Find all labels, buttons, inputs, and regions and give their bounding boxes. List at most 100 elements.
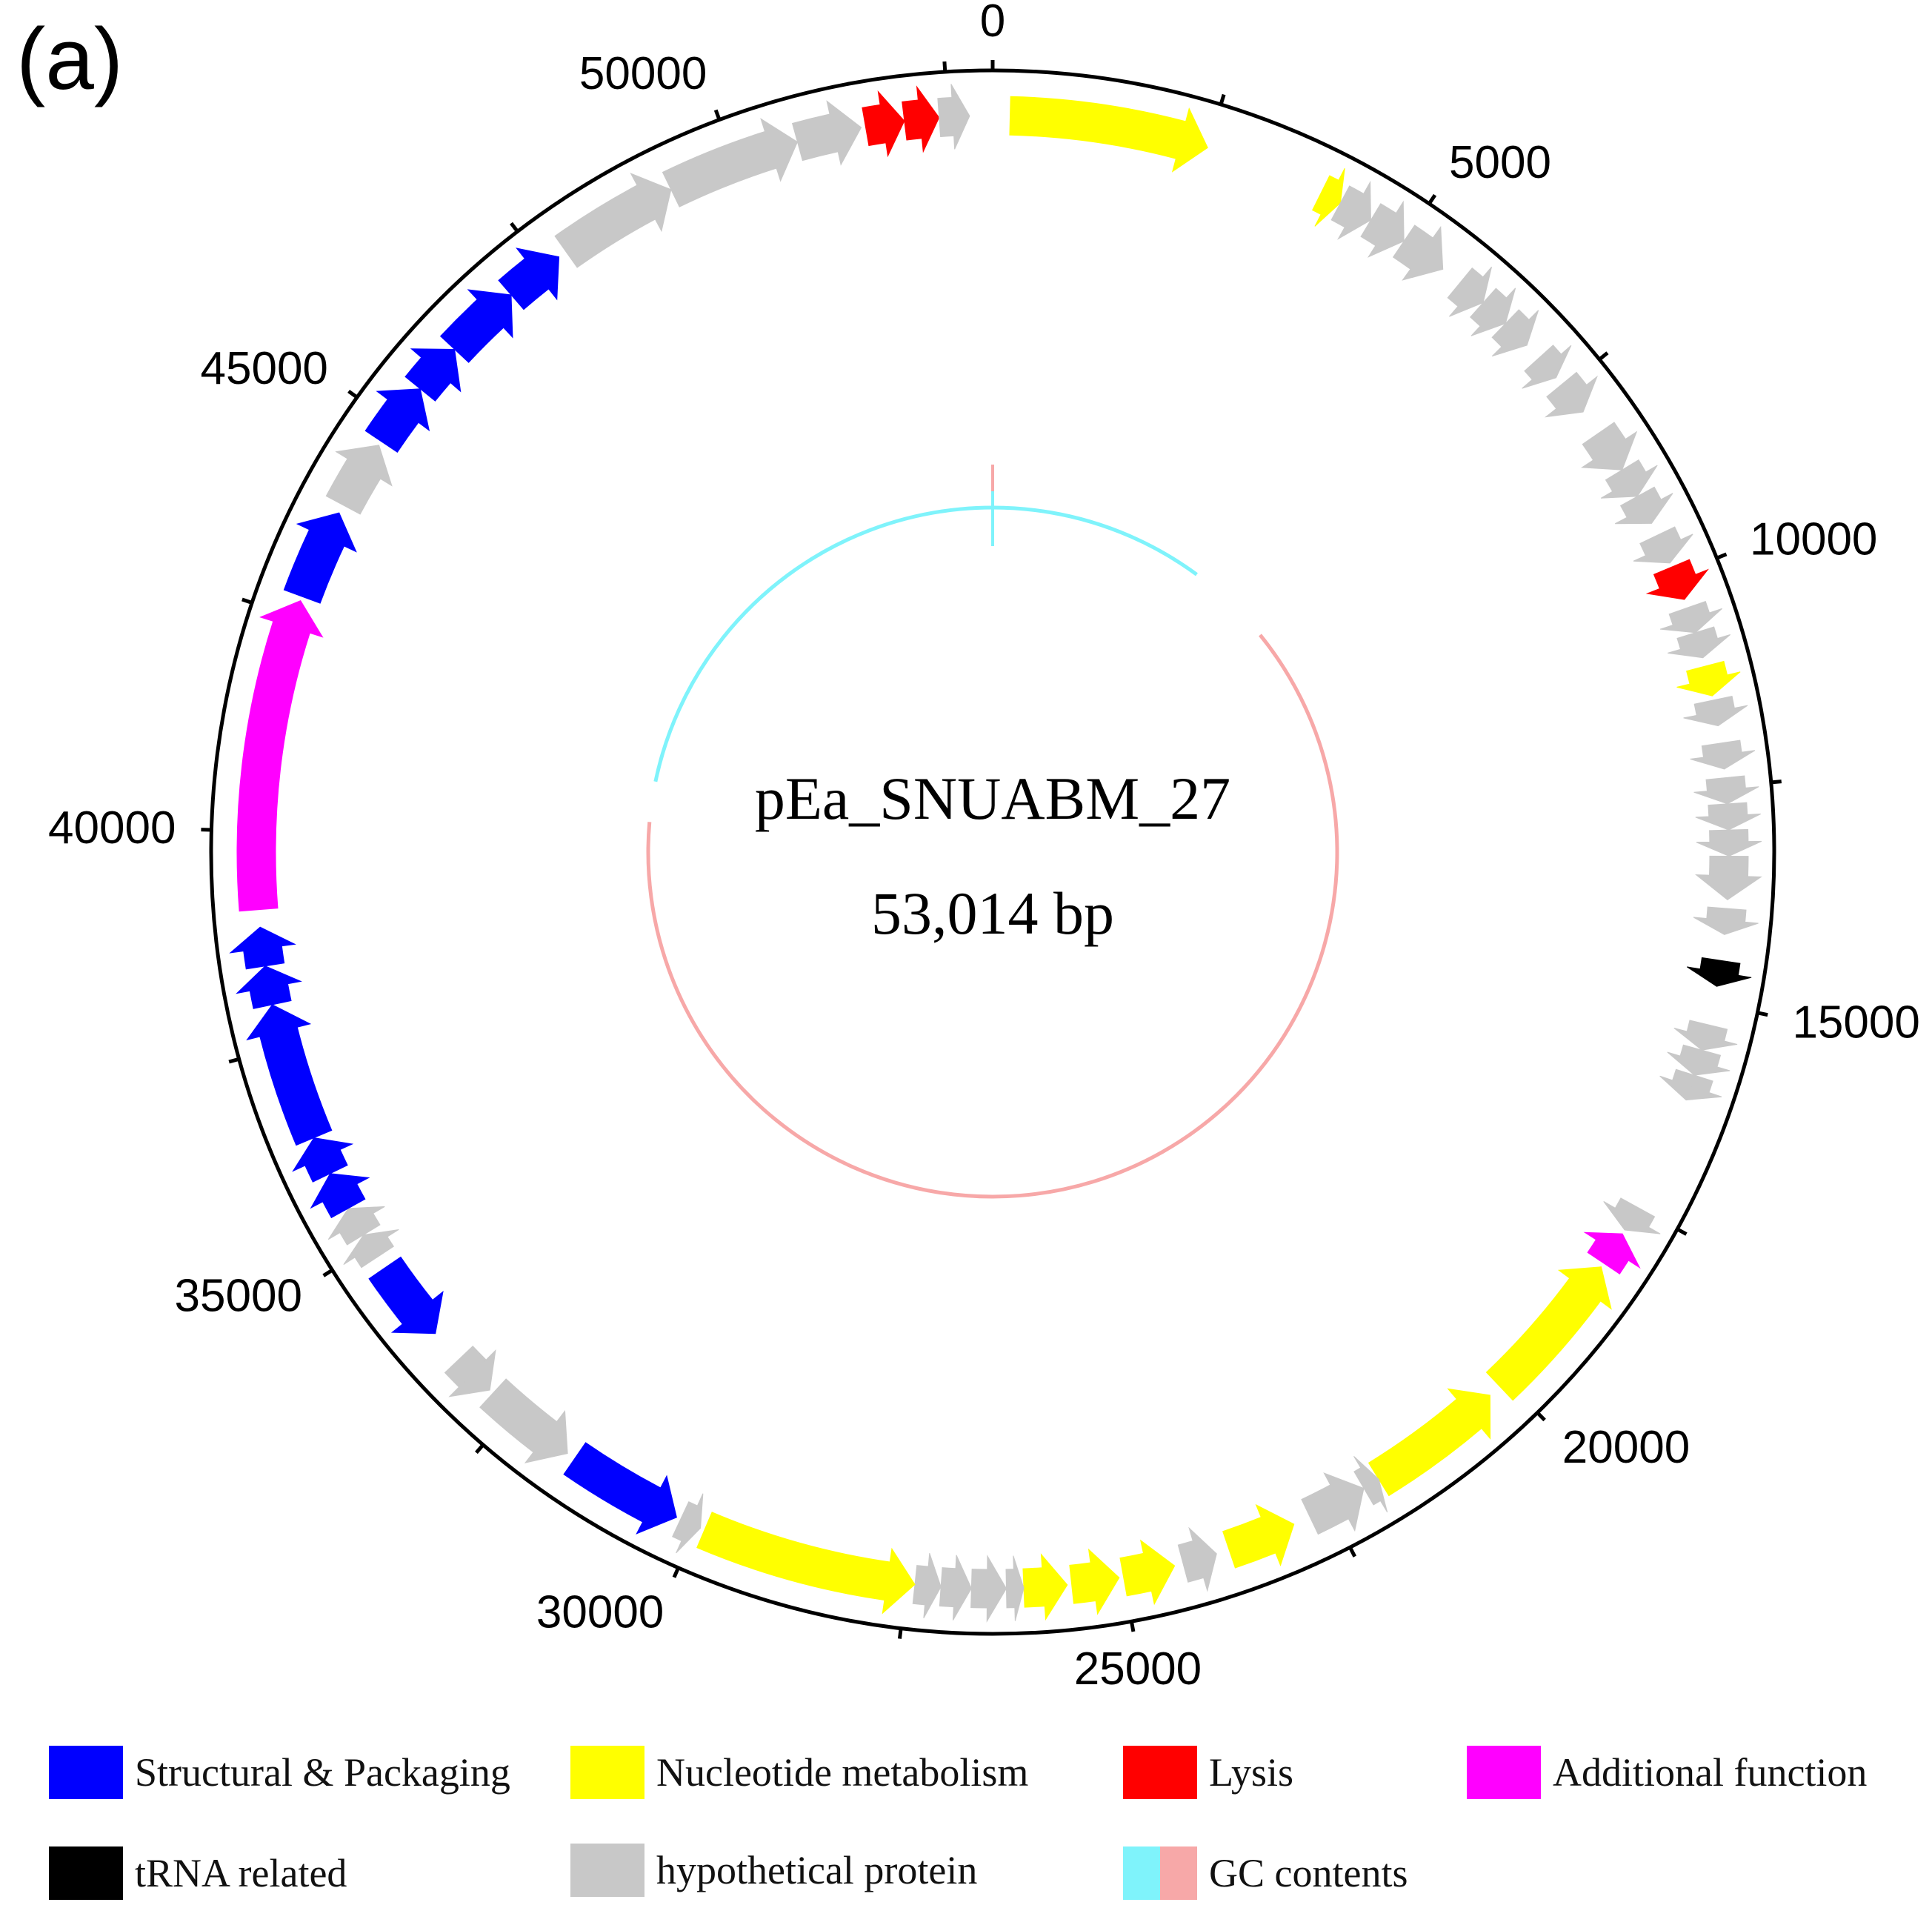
gene-shape-24 xyxy=(1693,906,1759,935)
gene-shape-18 xyxy=(1683,695,1748,727)
tick-label-15000: 15000 xyxy=(1792,997,1919,1048)
genome-name: pEa_SNUABM_27 xyxy=(755,765,1230,832)
gene-shape-62 xyxy=(439,289,513,363)
position-tick xyxy=(1756,1011,1768,1017)
position-tick xyxy=(242,597,253,605)
gene-arrow-hypothetical xyxy=(1360,200,1405,258)
legend-label-additional: Additional function xyxy=(1553,1750,1868,1795)
gene-arrow-nucleotide xyxy=(1485,1266,1612,1401)
gene-arrow-structural xyxy=(498,247,560,310)
gene-arrow-hypothetical xyxy=(1491,309,1539,357)
gene-shape-28 xyxy=(1659,1068,1722,1101)
gene-shape-67 xyxy=(862,90,905,158)
gene-arrow-hypothetical xyxy=(479,1378,568,1463)
gene-shape-35 xyxy=(1222,1503,1295,1569)
gene-shape-26 xyxy=(1673,1020,1738,1051)
gene-shape-30 xyxy=(1583,1231,1641,1275)
gene-arrow-hypothetical xyxy=(1659,600,1722,634)
gene-arrow-hypothetical xyxy=(1330,180,1371,240)
gene-shape-10 xyxy=(1581,422,1638,471)
gene-arrow-hypothetical xyxy=(912,1553,942,1619)
gene-shape-59 xyxy=(325,445,393,515)
tick-label-25000: 25000 xyxy=(1074,1643,1202,1695)
gene-arrow-hypothetical xyxy=(1633,526,1693,564)
gc-high-arc xyxy=(653,505,1198,782)
gene-arrow-structural xyxy=(283,512,357,604)
gene-shape-42 xyxy=(939,1555,972,1621)
gene-arrow-structural xyxy=(368,1256,444,1334)
legend-swatch-gc-low xyxy=(1160,1846,1197,1900)
legend-label-hypothetical: hypothetical protein xyxy=(656,1848,978,1892)
gene-shape-22 xyxy=(1696,828,1762,857)
gene-shape-19 xyxy=(1690,739,1756,770)
gene-arrow-hypothetical xyxy=(970,1555,1007,1623)
legend-label-structural: Structural & Packaging xyxy=(135,1750,510,1795)
legend-swatch-trna xyxy=(49,1846,123,1900)
gene-shape-13 xyxy=(1633,526,1693,564)
gene-shape-7 xyxy=(1491,309,1539,357)
position-tick xyxy=(1428,193,1437,205)
legend-item-trna: tRNA related xyxy=(49,1844,347,1903)
position-tick xyxy=(1348,1546,1357,1558)
tick-label-30000: 30000 xyxy=(536,1586,664,1638)
position-tick xyxy=(510,222,519,233)
gene-shape-11 xyxy=(1600,459,1658,499)
position-tick-labels: 0 5000 10000 15000 20000 25000 30000 35000 40000… xyxy=(48,0,1920,1695)
gene-shape-23 xyxy=(1695,855,1763,900)
legend-swatch-nucleotide xyxy=(570,1746,644,1799)
tick-label-5000: 5000 xyxy=(1449,137,1551,188)
gene-arrow-hypothetical xyxy=(939,1555,972,1621)
gene-shape-33 xyxy=(1353,1455,1388,1513)
gene-arrow-hypothetical xyxy=(444,1346,496,1397)
gene-arrow-hypothetical xyxy=(1690,739,1756,770)
gene-arrow-lysis xyxy=(902,85,940,153)
gene-shape-56 xyxy=(229,926,296,970)
gene-shape-32 xyxy=(1368,1388,1491,1497)
gene-arrow-structural xyxy=(364,388,430,453)
gene-arrow-hypothetical xyxy=(325,445,393,515)
gene-shape-2 xyxy=(1330,180,1371,240)
gene-shape-4 xyxy=(1392,225,1444,281)
gene-arrow-hypothetical xyxy=(1667,1044,1731,1076)
gene-arrow-nucleotide xyxy=(1009,96,1208,173)
gene-arrow-hypothetical xyxy=(1693,906,1759,935)
gene-arrow-structural xyxy=(310,1173,370,1219)
position-tick xyxy=(347,389,359,399)
position-tick xyxy=(1129,1621,1136,1632)
tick-label-50000: 50000 xyxy=(579,48,707,99)
gene-arrow-hypothetical xyxy=(1696,828,1762,857)
gene-arrow-hypothetical xyxy=(1005,1555,1025,1621)
tick-label-10000: 10000 xyxy=(1750,513,1877,565)
gene-arrow-nucleotide xyxy=(1119,1539,1176,1606)
gene-arrow-structural xyxy=(404,348,462,402)
gene-arrow-hypothetical xyxy=(1603,1197,1661,1234)
position-tick xyxy=(1536,1411,1546,1422)
gene-shape-43 xyxy=(912,1553,942,1619)
gene-arrow-hypothetical xyxy=(1695,855,1763,900)
gene-shape-54 xyxy=(246,1004,333,1146)
legend-item-structural: Structural & Packaging xyxy=(49,1743,510,1802)
gene-shape-6 xyxy=(1470,287,1516,336)
circular-genome-map: 0 5000 10000 15000 20000 25000 30000 35000 40000… xyxy=(48,0,1920,1695)
gene-arrow-hypothetical xyxy=(1581,422,1638,471)
position-tick xyxy=(322,1269,333,1277)
legend-swatch-hypothetical xyxy=(570,1844,644,1897)
gene-shape-47 xyxy=(479,1378,568,1463)
gene-shape-55 xyxy=(236,965,302,1009)
gene-shape-15 xyxy=(1659,600,1722,634)
gene-arrow-nucleotide xyxy=(696,1512,916,1615)
position-tick xyxy=(897,1628,903,1639)
tick-label-0: 0 xyxy=(980,0,1005,47)
legend-item-nucleotide: Nucleotide metabolism xyxy=(570,1743,1028,1802)
position-tick xyxy=(1598,351,1609,362)
gene-shape-53 xyxy=(292,1137,354,1183)
gene-shape-1 xyxy=(1311,167,1345,227)
gene-arrow-hypothetical xyxy=(1693,775,1759,805)
tick-label-35000: 35000 xyxy=(175,1270,302,1321)
gene-arrow-hypothetical xyxy=(1600,459,1658,499)
panel-label: (a) xyxy=(16,10,124,108)
gene-shape-37 xyxy=(1119,1539,1176,1606)
gene-shape-60 xyxy=(364,388,430,453)
gene-shape-38 xyxy=(1069,1548,1120,1615)
legend-label-nucleotide: Nucleotide metabolism xyxy=(656,1750,1029,1795)
